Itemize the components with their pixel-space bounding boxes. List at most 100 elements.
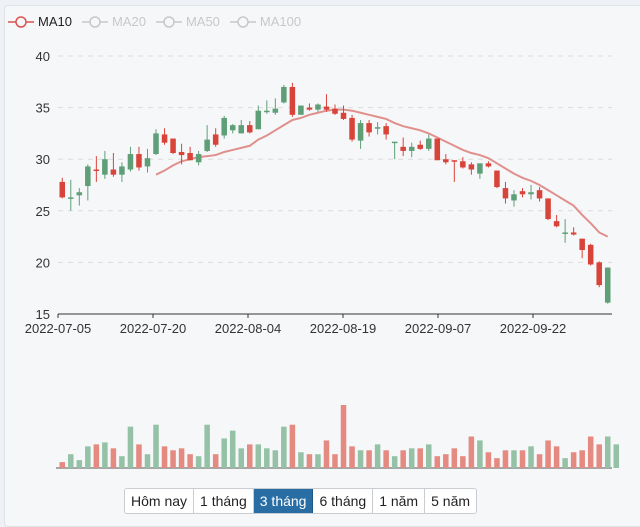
candle-down xyxy=(59,181,66,198)
legend-label: MA50 xyxy=(185,14,220,29)
volume-bar xyxy=(153,424,159,468)
range-button[interactable]: 6 tháng xyxy=(313,489,374,513)
volume-bar xyxy=(195,456,202,468)
candle-down xyxy=(93,169,100,172)
candle-up xyxy=(102,159,108,175)
legend-item-ma100[interactable]: MA100 xyxy=(229,14,302,29)
candle-up xyxy=(298,105,304,115)
candle-down xyxy=(587,244,594,265)
volume-bar xyxy=(264,448,270,468)
volume-bar xyxy=(391,456,398,468)
candle-up xyxy=(604,267,611,303)
volume-bar xyxy=(85,446,91,468)
volume-bar xyxy=(417,448,423,468)
volume-bar xyxy=(255,444,262,468)
legend-line-circle-icon xyxy=(229,15,256,28)
candle-up xyxy=(477,163,483,174)
candle-up xyxy=(425,138,432,149)
candle-down xyxy=(323,106,330,110)
candle-down xyxy=(553,221,560,227)
volume-bar xyxy=(332,454,338,468)
candle-up xyxy=(204,139,210,151)
legend-item-ma20[interactable]: MA20 xyxy=(81,14,146,29)
volume-bar xyxy=(229,430,236,468)
candle-down xyxy=(460,161,466,168)
candle-up xyxy=(153,133,159,155)
legend-label: MA20 xyxy=(111,14,146,29)
chart-card xyxy=(4,5,640,527)
candle-up xyxy=(68,197,74,199)
y-tick-label: 25 xyxy=(36,204,50,219)
candle-up xyxy=(408,146,415,151)
volume-bar xyxy=(68,454,74,468)
candle-up xyxy=(229,125,236,131)
legend-label: MA100 xyxy=(259,14,302,29)
ma10-line xyxy=(155,108,609,238)
candle-down xyxy=(383,126,389,135)
volume-bar xyxy=(315,454,321,468)
candle-down xyxy=(170,138,176,154)
x-tick-label: 2022-07-20 xyxy=(120,321,187,336)
candle-up xyxy=(144,158,151,167)
x-tick-label: 2022-08-04 xyxy=(215,321,282,336)
volume-bar xyxy=(127,426,134,468)
legend-label: MA10 xyxy=(38,14,72,29)
range-button[interactable]: 3 tháng xyxy=(253,489,314,513)
candle-down xyxy=(366,123,372,133)
y-tick-label: 35 xyxy=(36,101,50,116)
legend-line-circle-icon xyxy=(155,15,182,28)
volume-bar xyxy=(289,424,296,468)
volume-bar xyxy=(570,452,577,468)
candle-down xyxy=(434,138,441,161)
volume-bar xyxy=(102,442,108,468)
candle-up xyxy=(195,154,202,163)
volume-bar xyxy=(238,448,245,468)
volume-bar xyxy=(136,444,142,468)
volume-bar xyxy=(383,450,389,468)
candle-down xyxy=(178,151,185,156)
volume-bar xyxy=(366,450,372,468)
volume-bar xyxy=(443,454,449,468)
volume-bar xyxy=(247,444,253,468)
candle-down xyxy=(289,86,296,115)
candle-down xyxy=(187,153,193,161)
volume-bar xyxy=(93,444,100,468)
candle-down xyxy=(468,164,475,170)
y-tick-label: 40 xyxy=(36,49,50,64)
candle-down xyxy=(110,169,117,175)
volume-bar xyxy=(340,405,347,468)
volume-bar xyxy=(553,446,560,468)
candle-down xyxy=(332,108,338,114)
range-button[interactable]: 5 năm xyxy=(425,489,477,513)
volume-bar xyxy=(59,462,66,468)
volume-bar xyxy=(587,436,594,468)
volume-bar xyxy=(485,452,492,468)
candle-down xyxy=(443,159,449,163)
x-tick-label: 2022-07-05 xyxy=(25,321,92,336)
range-button[interactable]: 1 năm xyxy=(373,489,426,513)
candle-down xyxy=(494,170,500,188)
candle-down xyxy=(417,144,423,149)
volume-bar xyxy=(536,454,543,468)
volume-bar xyxy=(178,448,185,468)
range-button[interactable]: 1 tháng xyxy=(194,489,254,513)
volume-bar xyxy=(545,440,551,468)
chart-legend: MA10 MA20 MA50 MA100 xyxy=(8,14,301,29)
legend-item-ma50[interactable]: MA50 xyxy=(155,14,220,29)
candle-down xyxy=(519,191,526,195)
candle-up xyxy=(315,104,321,110)
range-selector: Hôm nay 1 tháng 3 tháng 6 tháng 1 năm 5 năm xyxy=(124,488,478,514)
volume-bar xyxy=(187,454,193,468)
candle-up xyxy=(391,141,398,144)
x-tick-label: 2022-09-07 xyxy=(405,321,472,336)
candle-up xyxy=(528,192,534,195)
legend-item-ma10[interactable]: MA10 xyxy=(8,14,72,29)
volume-bar xyxy=(519,450,526,468)
y-tick-label: 20 xyxy=(36,255,50,270)
candle-up xyxy=(238,125,245,134)
volume-bar xyxy=(562,458,568,468)
volume-bar xyxy=(434,456,441,468)
volume-bar xyxy=(511,450,517,468)
range-button[interactable]: Hôm nay xyxy=(125,489,195,513)
